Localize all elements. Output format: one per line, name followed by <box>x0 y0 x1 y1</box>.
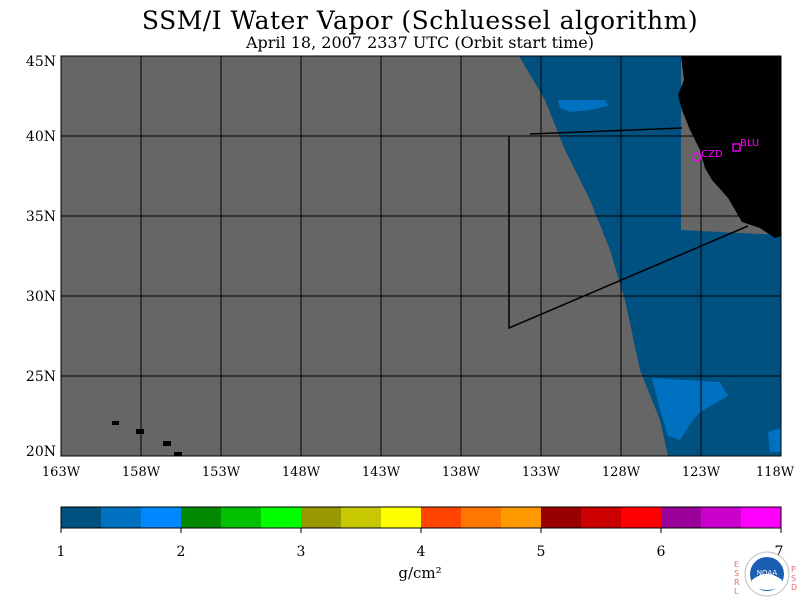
colorbar-tick: 3 <box>297 544 306 560</box>
colorbar-segment <box>141 507 182 528</box>
lon-label: 123W <box>682 465 721 480</box>
colorbar <box>60 506 782 533</box>
lon-label: 138W <box>442 465 481 480</box>
station-czd: CZD <box>692 149 723 162</box>
lon-label: 118W <box>756 465 795 480</box>
lon-axis-labels: 163W 158W 153W 148W 143W 138W 133W 128W … <box>42 465 795 480</box>
colorbar-tick: 1 <box>57 544 66 560</box>
lon-label: 158W <box>122 465 161 480</box>
logo-letter: E <box>734 560 740 569</box>
logo-letter: L <box>734 587 739 596</box>
station-czd-marker <box>692 152 702 162</box>
colorbar-segment <box>221 507 262 528</box>
lon-label: 133W <box>522 465 561 480</box>
colorbar-tick: 4 <box>417 544 426 560</box>
lat-label: 45N <box>26 54 56 70</box>
transect-triangle <box>508 136 749 330</box>
colorbar-segment <box>461 507 502 528</box>
colorbar-segment <box>421 507 462 528</box>
logo-letter: P <box>791 565 796 574</box>
station-blu: BLU <box>732 138 759 152</box>
map-title: SSM/I Water Vapor (Schluessel algorithm) <box>141 6 699 35</box>
colorbar-segment <box>261 507 302 528</box>
lon-label: 128W <box>602 465 641 480</box>
map-subtitle: April 18, 2007 2337 UTC (Orbit start tim… <box>245 33 595 52</box>
logo-letter: S <box>791 574 797 583</box>
colorbar-unit: g/cm² <box>398 564 441 582</box>
lat-label: 40N <box>26 129 56 145</box>
map-frame <box>60 55 782 457</box>
lon-label: 153W <box>202 465 241 480</box>
lat-label: 25N <box>26 369 56 385</box>
colorbar-segment <box>581 507 622 528</box>
colorbar-segment <box>741 507 782 528</box>
colorbar-segment <box>661 507 702 528</box>
colorbar-tick: 6 <box>657 544 666 560</box>
lat-axis-labels: 45N 40N 35N 30N 25N 20N <box>26 54 56 460</box>
station-blu-label: BLU <box>740 138 759 149</box>
logo-letter: D <box>791 583 798 592</box>
island-kauai <box>112 421 119 425</box>
colorbar-segment <box>301 507 342 528</box>
station-blu-marker <box>732 143 741 152</box>
colorbar-segment <box>701 507 742 528</box>
land-california <box>678 56 781 238</box>
colorbar-segment <box>341 507 382 528</box>
colorbar-tick: 7 <box>775 544 784 560</box>
lat-label: 35N <box>26 209 56 225</box>
colorbar-segment <box>501 507 542 528</box>
vapor-patch-south <box>652 378 728 440</box>
noaa-logo: NOAA <box>744 551 790 597</box>
logo-letter: S <box>734 569 740 578</box>
transect-line <box>529 127 683 135</box>
map-panel <box>60 55 782 457</box>
colorbar-segment <box>181 507 222 528</box>
island-maui <box>163 441 171 446</box>
vapor-patch-edge <box>768 428 781 452</box>
logo-right-letters: P S D <box>791 565 800 592</box>
colorbar-segment <box>61 507 102 528</box>
noaa-logo-text: NOAA <box>757 569 778 577</box>
colorbar-tick: 2 <box>177 544 186 560</box>
lon-label: 148W <box>282 465 321 480</box>
vapor-patch-north <box>558 100 608 112</box>
colorbar-segment <box>541 507 582 528</box>
vapor-swath <box>519 56 781 456</box>
logo-left-letters: E S R L <box>734 560 744 596</box>
lon-label: 143W <box>362 465 401 480</box>
logo-letter: R <box>734 578 740 587</box>
graticule <box>61 56 781 456</box>
lon-label: 163W <box>42 465 81 480</box>
lat-label: 20N <box>26 444 56 460</box>
colorbar-tick-labels: 1 2 3 4 5 6 7 <box>57 544 784 560</box>
station-czd-label: CZD <box>701 149 723 160</box>
island-hawaii <box>174 452 182 456</box>
colorbar-segment <box>101 507 142 528</box>
colorbar-tick: 5 <box>537 544 546 560</box>
island-oahu <box>136 429 144 434</box>
lat-label: 30N <box>26 289 56 305</box>
colorbar-segment <box>381 507 422 528</box>
colorbar-segment <box>621 507 662 528</box>
